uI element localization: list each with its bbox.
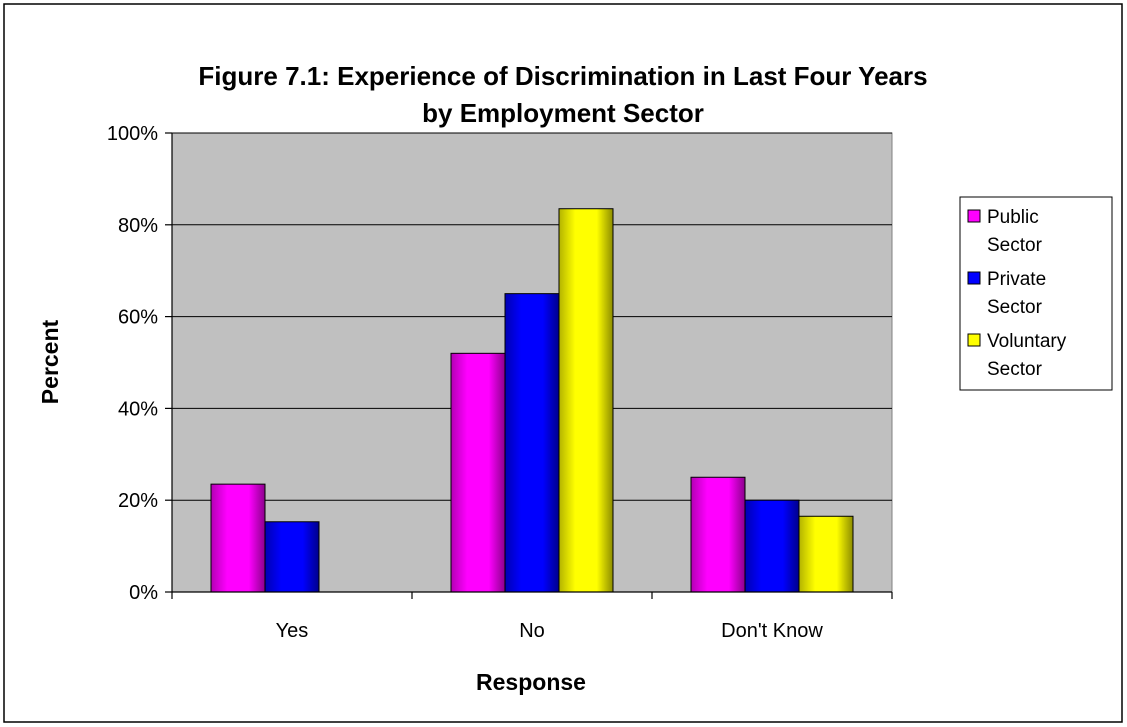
bars: [210, 208, 854, 593]
legend-items: Public Sector Private Sector Voluntary Sector: [967, 207, 1067, 380]
legend-swatch-private-sector: [967, 271, 981, 285]
legend-swatch-voluntary-sector: [967, 333, 981, 347]
axes: [165, 132, 893, 599]
y-tick-labels: 0% 20% 40% 60% 80% 100%: [107, 123, 158, 604]
chart-title: Figure 7.1: Experience of Discrimination…: [198, 61, 927, 91]
bar-private-sector-0: [264, 521, 320, 593]
legend-label: Sector: [987, 297, 1043, 318]
y-tick-label: 100%: [107, 123, 158, 145]
legend-label: Private: [987, 269, 1046, 290]
legend-label: Voluntary: [987, 331, 1067, 352]
y-tick-label: 0%: [129, 582, 158, 604]
x-axis-title: Response: [476, 669, 586, 695]
legend-label: Sector: [987, 235, 1043, 256]
bar-private-sector-1: [504, 293, 560, 593]
y-tick-label: 60%: [118, 307, 158, 329]
chart-subtitle: by Employment Sector: [422, 98, 704, 128]
legend-swatch-public-sector: [967, 209, 981, 223]
legend: Public Sector Private Sector Voluntary Sector: [959, 196, 1113, 391]
y-axis-title: Percent: [37, 319, 63, 404]
bar-public-sector-2: [690, 476, 746, 593]
legend-label: Sector: [987, 359, 1043, 380]
x-tick-label: No: [519, 620, 545, 642]
bar-public-sector-1: [450, 352, 506, 593]
y-tick-label: 20%: [118, 490, 158, 512]
bar-voluntary-sector-1: [558, 208, 614, 593]
y-tick-label: 40%: [118, 398, 158, 420]
x-tick-label: Yes: [276, 620, 309, 642]
x-tick-label: Don't Know: [721, 620, 823, 642]
y-tick-label: 80%: [118, 215, 158, 237]
x-tick-labels: Yes No Don't Know: [276, 620, 824, 642]
legend-box: [959, 196, 1113, 391]
bar-voluntary-sector-2: [798, 515, 854, 593]
bar-private-sector-2: [744, 499, 800, 593]
legend-label: Public: [987, 207, 1039, 228]
bar-public-sector-0: [210, 483, 266, 593]
